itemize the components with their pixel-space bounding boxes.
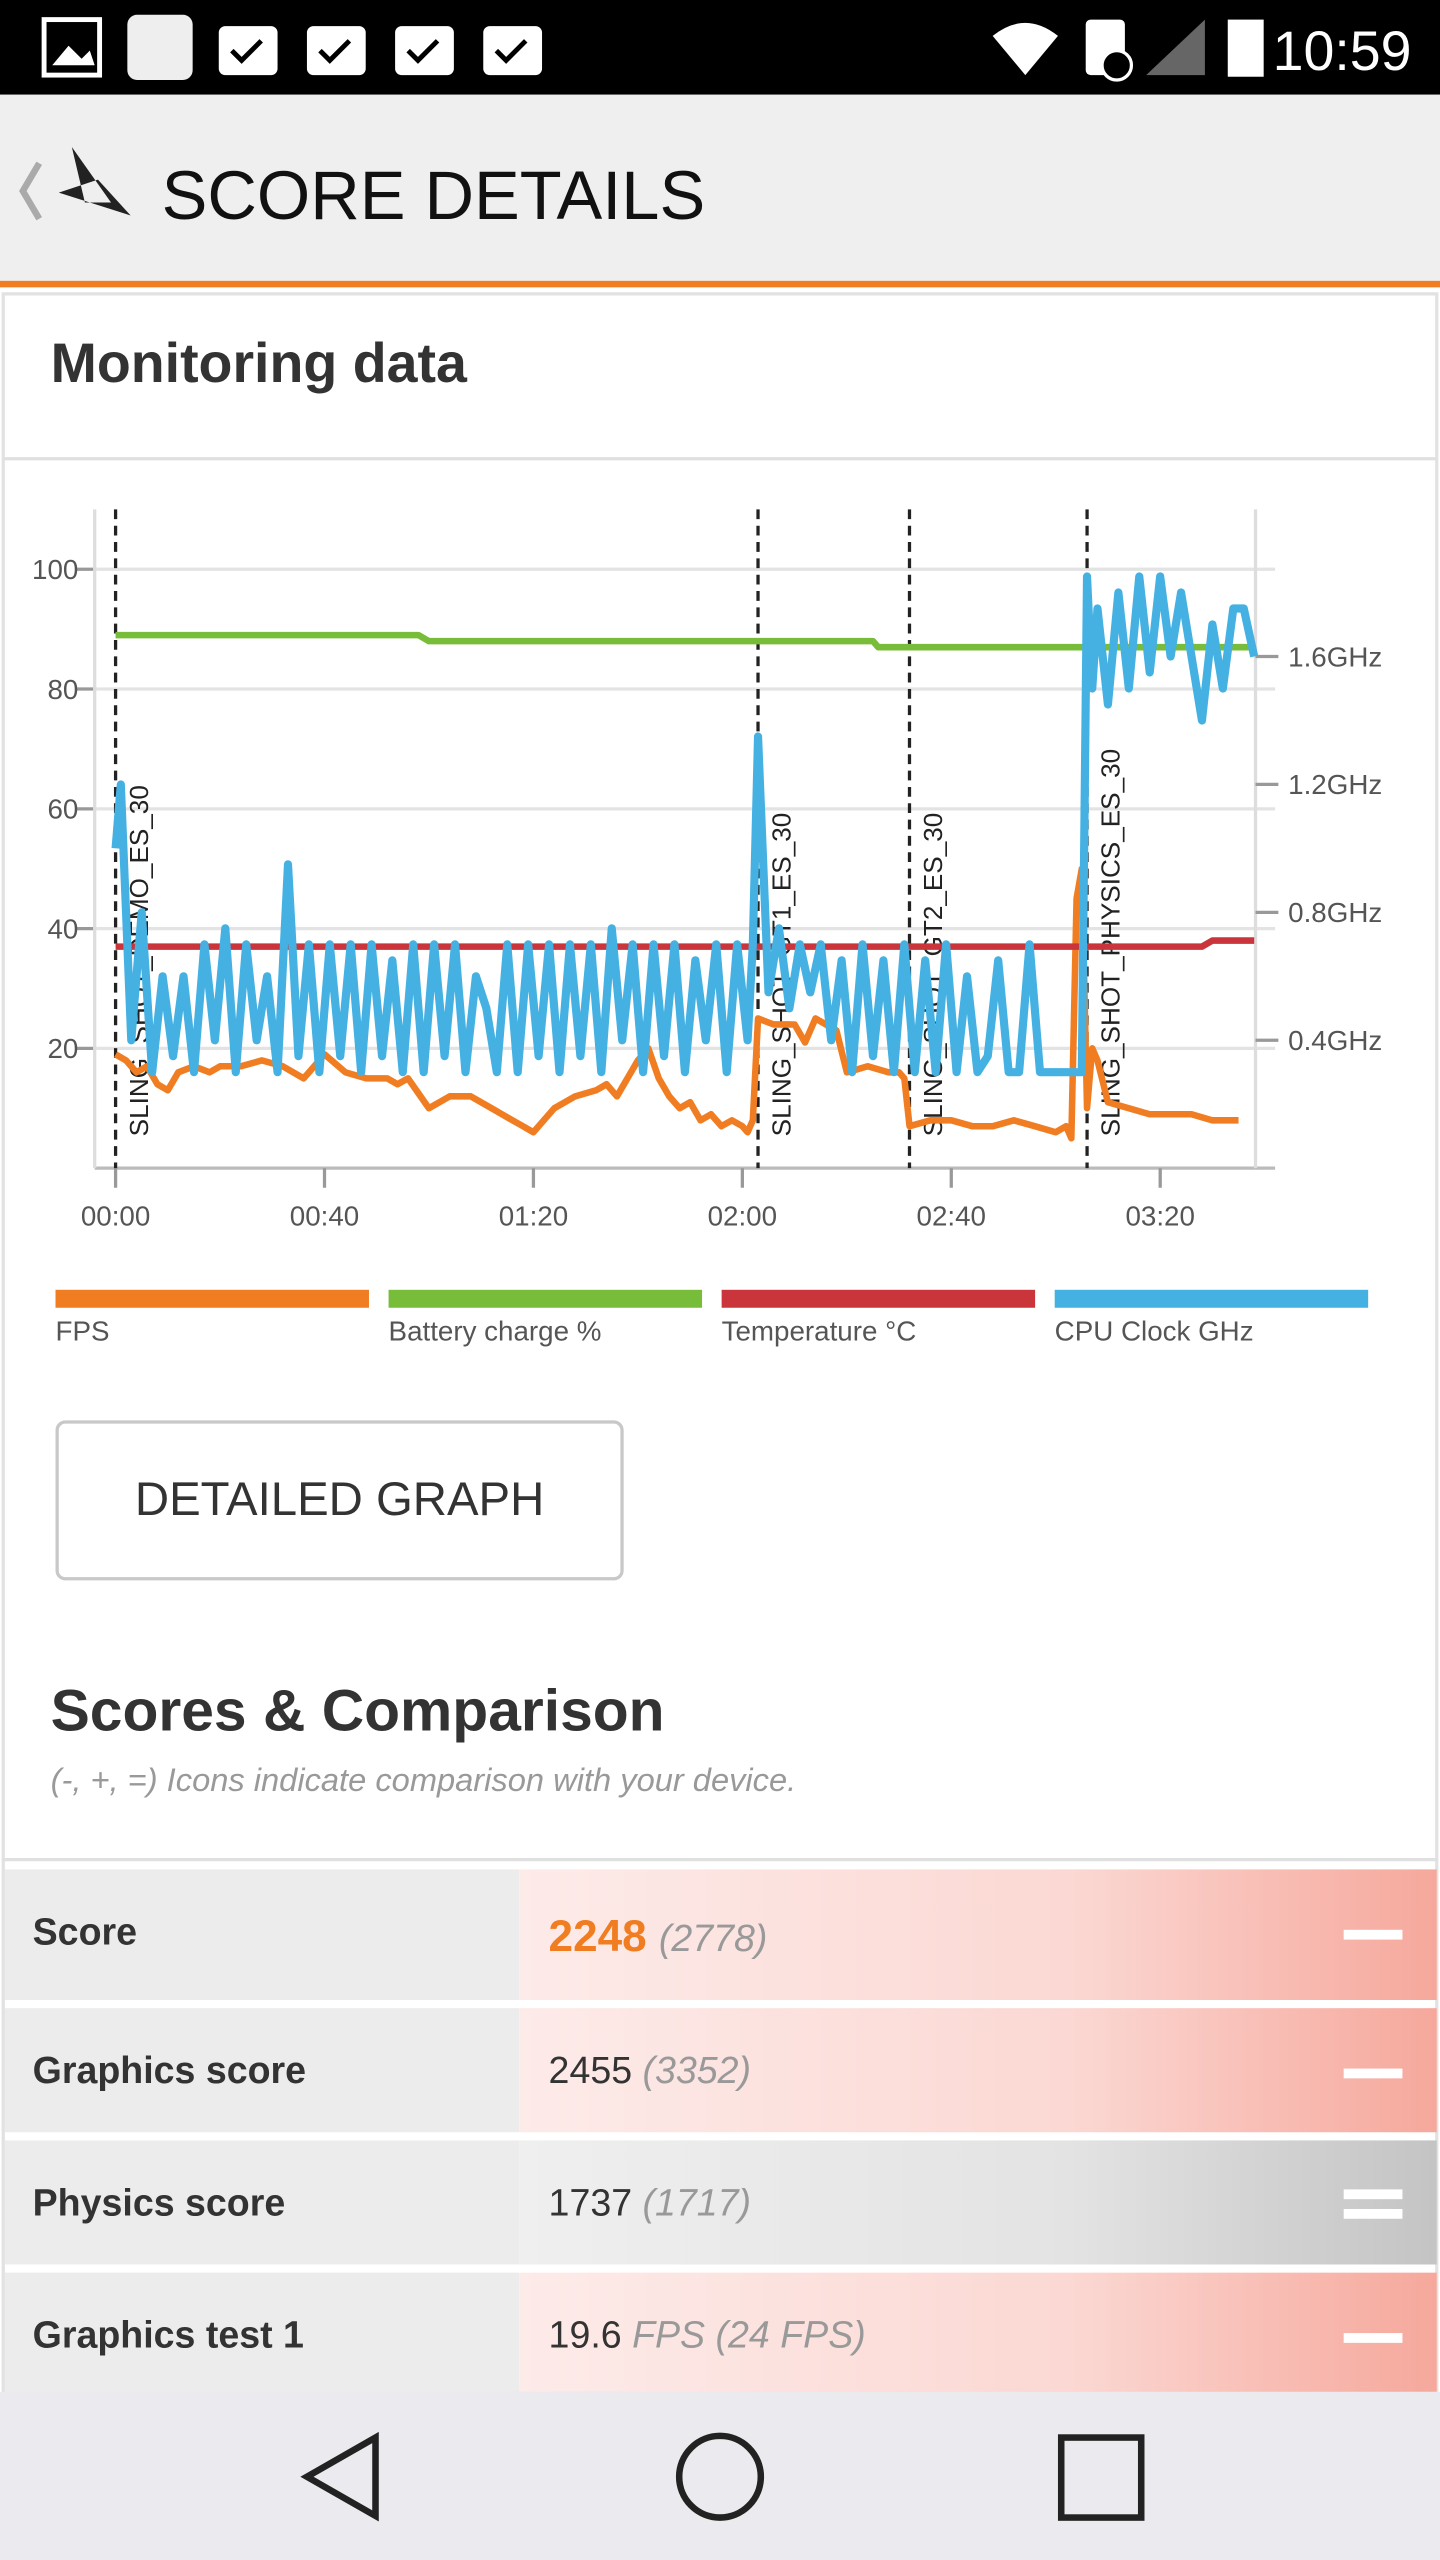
back-nav[interactable] [300,2431,379,2522]
reference-value: (1717) [643,2182,752,2224]
legend-label: Battery charge % [389,1315,602,1346]
section-title: Scores & Comparison [51,1679,665,1744]
legend-label: Temperature °C [722,1315,917,1346]
score-value: 19.6 [549,2314,622,2356]
equals-icon [1343,2208,1403,2219]
series-line [115,937,1255,950]
score-row: Physics score 1737 (1717) [4,2140,1437,2265]
row-value: 1737 (1717) [549,2182,752,2224]
y-tick-label: 40 [47,913,78,944]
home-nav[interactable] [675,2432,765,2521]
status-bar: 10:59 [0,0,1440,95]
button-label: DETAILED GRAPH [135,1473,544,1526]
section-subtitle: (-, +, =) Icons indicate comparison with… [51,1761,797,1798]
monitoring-chart: 20 40 60 80 100 0.4GHz 0.8GHz 1.2GHz 1.6GHz 00:00… [32,509,1382,1231]
score-value: 2248 [549,1912,647,1961]
minus-icon [1343,2068,1403,2079]
navigation-bar [0,2391,1440,2560]
y2-tick-label: 1.2GHz [1288,769,1382,800]
legend-swatch [721,1289,1036,1308]
x-tick-label: 03:20 [1125,1200,1194,1231]
clock: 10:59 [1273,20,1412,82]
app-header: SCORE DETAILS [0,94,1440,288]
row-value: 19.6 FPS (24 FPS) [549,2314,866,2356]
y-tick-label: 20 [47,1033,78,1064]
x-tick-label: 01:20 [499,1200,568,1231]
series-line [115,631,1255,651]
recents-nav[interactable] [1057,2434,1145,2521]
series-line [111,572,1259,1077]
minus-icon [1343,2333,1403,2343]
reference-value: FPS (24 FPS) [632,2314,866,2356]
score-row: Graphics test 1 19.6 FPS (24 FPS) [4,2272,1437,2392]
y2-tick-label: 0.4GHz [1288,1025,1382,1056]
detailed-graph-button[interactable]: DETAILED GRAPH [55,1420,624,1581]
y-tick-label: 60 [47,794,78,825]
score-value: 2455 [549,2049,633,2091]
x-tick-label: 02:00 [708,1200,777,1231]
y-tick-label: 100 [32,554,78,585]
reference-value: (2778) [659,1917,768,1959]
page-title: SCORE DETAILS [162,157,706,234]
x-tick-label: 02:40 [917,1200,986,1231]
score-value: 1737 [549,2182,633,2224]
legend-label: FPS [56,1315,110,1346]
legend-swatch [388,1289,703,1308]
legend-swatch [55,1289,369,1308]
legend: FPS Battery charge % Temperature °C CPU Clo… [55,1289,1369,1346]
row-label: Physics score [33,2182,286,2224]
equals-icon [1343,2189,1403,2200]
score-row: Score 2248 (2778) [4,1869,1437,2000]
x-tick-label: 00:00 [81,1200,150,1231]
y2-tick-label: 1.6GHz [1288,641,1382,672]
row-label: Graphics test 1 [33,2314,304,2356]
score-row: Graphics score 2455 (3352) [4,2008,1437,2133]
y2-tick-label: 0.8GHz [1288,897,1382,928]
series-line [113,865,1239,1142]
y-tick-label: 80 [47,674,78,705]
legend-label: CPU Clock GHz [1055,1315,1254,1346]
section-title: Monitoring data [51,332,468,394]
row-label: Score [33,1910,137,1952]
legend-swatch [1054,1289,1369,1308]
row-value: 2248 (2778) [549,1912,768,1961]
row-label: Graphics score [33,2049,306,2091]
back-button[interactable] [19,161,42,221]
row-value: 2455 (3352) [549,2049,752,2091]
minus-icon [1343,1929,1403,1940]
x-tick-label: 00:40 [290,1200,359,1231]
reference-value: (3352) [643,2049,752,2091]
